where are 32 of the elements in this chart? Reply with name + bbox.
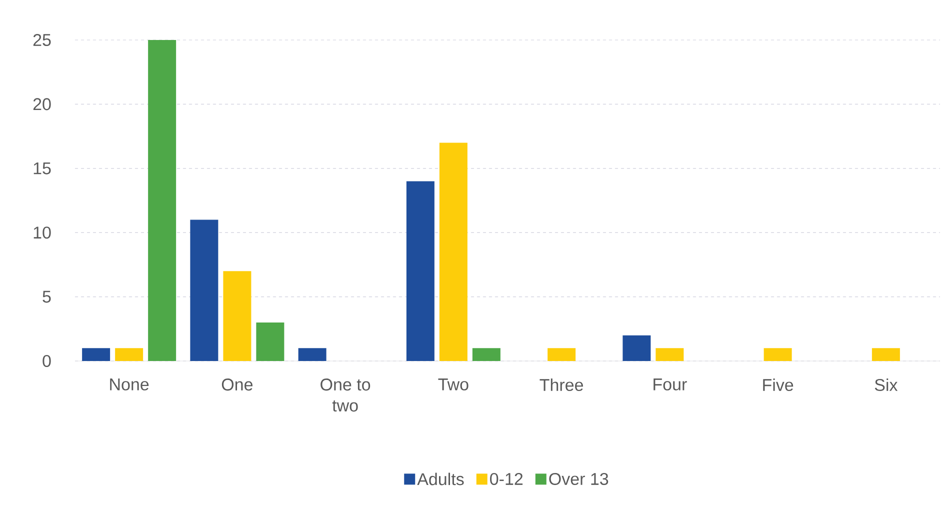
x-tick-label: None xyxy=(110,378,149,390)
legend-label: Over 13 xyxy=(549,472,608,486)
x-tick-label: Two xyxy=(438,378,468,390)
bar xyxy=(656,348,684,361)
bar xyxy=(406,181,434,361)
y-tick-label: 25 xyxy=(33,34,51,46)
x-tick-label: One to two xyxy=(320,378,370,412)
bar xyxy=(764,348,792,361)
bar xyxy=(256,322,284,361)
bar xyxy=(548,348,576,361)
x-tick-label: Three xyxy=(540,378,584,392)
y-tick-label: 15 xyxy=(34,162,51,174)
y-tick-label: 0 xyxy=(42,354,51,368)
bar xyxy=(190,220,218,361)
x-tick-label: Six xyxy=(874,378,898,392)
bar xyxy=(223,271,252,361)
y-tick-label: 20 xyxy=(33,98,51,110)
bar xyxy=(298,348,326,361)
bar xyxy=(439,142,468,361)
x-tick-label: One xyxy=(222,378,253,391)
x-tick-label: Five xyxy=(763,378,794,392)
bar xyxy=(148,40,176,361)
y-tick-label: 10 xyxy=(34,226,51,239)
x-tick-label: Four xyxy=(654,378,687,390)
bar xyxy=(472,348,500,361)
bar xyxy=(115,348,144,361)
bar xyxy=(622,335,651,361)
bar xyxy=(82,348,110,361)
legend-label: Adults xyxy=(417,472,464,486)
legend-label: 0-12 xyxy=(490,472,523,486)
bar xyxy=(872,348,900,361)
y-tick-label: 5 xyxy=(42,290,51,303)
